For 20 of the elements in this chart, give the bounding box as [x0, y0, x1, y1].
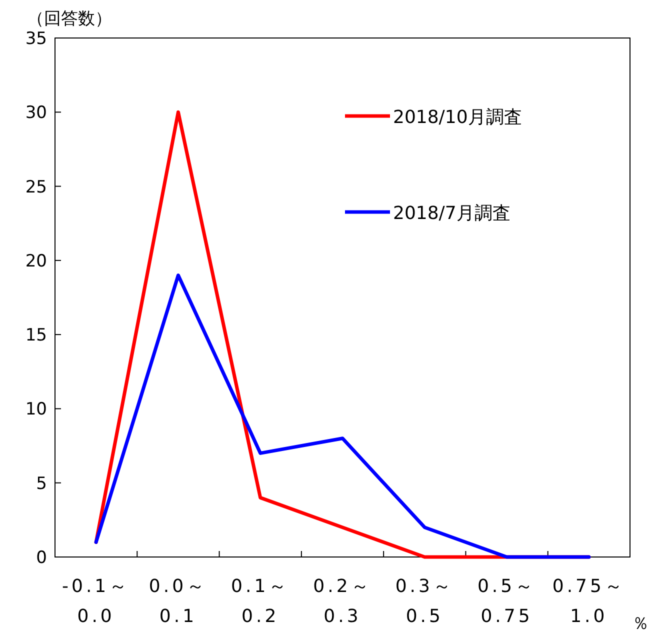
y-tick-label: 35: [25, 29, 47, 49]
x-axis-title: ％: [632, 614, 649, 632]
x-tick-label: 0.2～0.3: [313, 576, 372, 627]
x-tick-label: 0.1～0.2: [231, 576, 290, 627]
line-series: [94, 274, 591, 559]
x-tick-label: 0.0～0.1: [148, 576, 208, 627]
x-tick-label: 0.75～1.0: [552, 576, 626, 627]
y-tick-label: 10: [25, 400, 47, 420]
legend-label: 2018/7月調査: [393, 203, 510, 224]
legend-label: 2018/10月調査: [393, 107, 522, 128]
x-tick-label: 0.5～0.75: [477, 576, 536, 627]
y-tick-label: 30: [25, 103, 47, 124]
y-tick-label: 20: [25, 251, 47, 272]
y-tick-label: 0: [36, 548, 47, 568]
x-tick-label: 0.3～0.5: [395, 576, 454, 627]
y-tick-label: 15: [25, 326, 47, 346]
y-tick-label: 5: [36, 474, 47, 494]
y-tick-label: 25: [25, 177, 47, 198]
y-axis-title: （回答数）: [27, 9, 112, 29]
x-tick-label: -0.1～0.0: [62, 576, 130, 627]
